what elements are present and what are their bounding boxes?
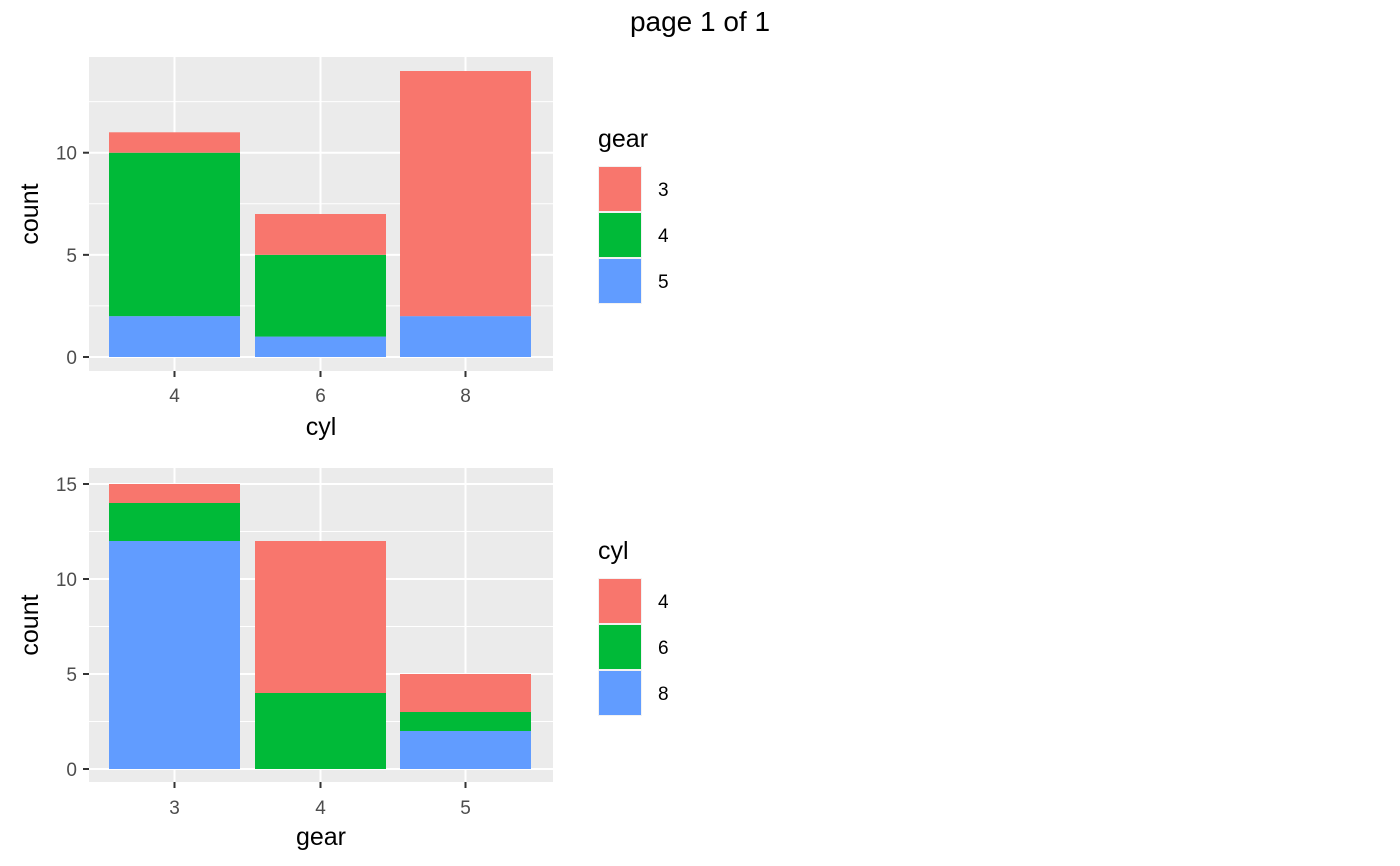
chart-1: 0 5 10 4 6 8 cyl count gear 3 4 5 (16, 57, 669, 441)
legend-swatch (599, 671, 641, 715)
page-title: page 1 of 1 (629, 6, 771, 37)
bar-segment (255, 336, 386, 357)
x-tick-label: 4 (315, 798, 326, 819)
legend-label: 6 (658, 638, 669, 659)
y-tick-label: 5 (66, 665, 77, 686)
bar-segment (109, 484, 240, 503)
x-tick-label: 3 (169, 798, 180, 819)
x-tick-label: 6 (315, 386, 326, 407)
legend-label: 8 (658, 684, 669, 705)
bar-segment (255, 254, 386, 337)
bar-segment (109, 503, 240, 541)
y-tick-label: 10 (56, 570, 77, 591)
legend-title: gear (598, 125, 648, 153)
bar-segment (255, 214, 386, 255)
y-tick-label: 0 (66, 348, 77, 369)
legend-swatch (599, 167, 641, 211)
legend-label: 4 (658, 226, 669, 247)
bar-segment (400, 712, 531, 731)
legend: gear 3 4 5 (598, 125, 669, 304)
legend: cyl 4 6 8 (598, 537, 669, 716)
y-tick-label: 5 (66, 246, 77, 267)
bar-segment (109, 316, 240, 357)
y-tick-label: 0 (66, 760, 77, 781)
y-axis-title: count (16, 183, 44, 244)
bar-segment (109, 541, 240, 769)
y-tick-label: 15 (56, 475, 77, 496)
legend-swatch (599, 259, 641, 303)
legend-label: 5 (658, 272, 669, 293)
x-tick-label: 8 (460, 386, 471, 407)
y-axis-title: count (16, 594, 44, 655)
chart-2: 0 5 10 15 3 4 5 gear count cyl 4 6 8 (16, 468, 669, 851)
bar-segment (400, 731, 531, 769)
x-tick-label: 5 (460, 798, 471, 819)
x-tick-label: 4 (169, 386, 180, 407)
legend-title: cyl (598, 537, 629, 565)
legend-swatch (599, 213, 641, 257)
bar-segment (255, 693, 386, 769)
legend-swatch (599, 625, 641, 669)
bar-segment (400, 674, 531, 712)
legend-swatch (599, 579, 641, 623)
bar-segment (400, 316, 531, 357)
bar-segment (255, 541, 386, 693)
legend-label: 4 (658, 592, 669, 613)
legend-label: 3 (658, 180, 669, 201)
bar-segment (109, 152, 240, 317)
x-axis-title: cyl (306, 413, 337, 441)
bar-segment (400, 71, 531, 317)
x-axis-title: gear (296, 823, 346, 851)
bar-segment (109, 132, 240, 153)
y-tick-label: 10 (56, 144, 77, 165)
